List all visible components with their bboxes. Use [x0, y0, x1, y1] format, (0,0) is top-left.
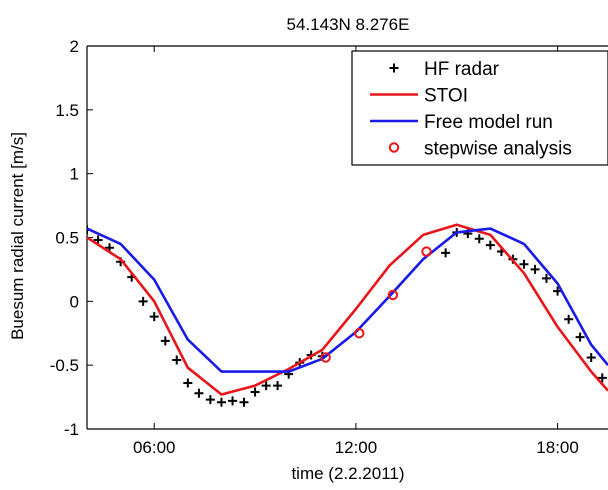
series-group: [87, 223, 608, 407]
data-point-hf-radar: [149, 312, 159, 322]
data-point-hf-radar: [597, 373, 607, 383]
legend-item-stepwise-analysis: stepwise analysis: [388, 139, 572, 160]
data-point-hf-radar: [239, 397, 249, 407]
data-point-hf-radar: [441, 248, 451, 258]
x-tick-label: 06:00: [133, 438, 176, 457]
y-tick-label: 0.5: [55, 229, 79, 248]
series-stepwise-analysis: [320, 246, 432, 363]
data-point-stepwise-analysis: [354, 328, 365, 339]
data-point-hf-radar: [586, 353, 596, 363]
data-point-hf-radar: [485, 240, 495, 250]
y-tick-label: 0: [70, 292, 79, 311]
data-point-hf-radar: [228, 396, 238, 406]
legend-label-stoi: STOI: [424, 86, 468, 107]
y-tick-label: 1.5: [55, 101, 79, 120]
series-line-free-model-run: [87, 227, 608, 373]
y-tick-label: 1: [70, 165, 79, 184]
data-point-hf-radar: [564, 314, 574, 324]
legend-label-hf-radar: HF radar: [424, 59, 500, 80]
data-point-stepwise-analysis: [421, 246, 432, 257]
data-point-hf-radar: [519, 259, 529, 269]
data-point-hf-radar: [261, 381, 271, 391]
axes: -1 -0.5 0 0.5 1 1.5 2 06:00 12:00 18:00: [50, 37, 608, 457]
x-tick-label: 12:00: [335, 438, 378, 457]
data-point-stepwise-analysis: [320, 352, 331, 363]
y-tick-label: 2: [70, 37, 79, 56]
data-point-hf-radar: [160, 336, 170, 346]
legend-label-free-model-run: Free model run: [424, 112, 553, 133]
y-tick-label: -1: [64, 420, 79, 439]
data-point-hf-radar: [250, 387, 260, 397]
legend-swatch-hf-radar: [389, 63, 399, 73]
data-point-hf-radar: [541, 273, 551, 283]
legend-swatch-stepwise-analysis: [388, 142, 400, 153]
series-stoi: [87, 223, 608, 396]
data-point-hf-radar: [474, 234, 484, 244]
data-point-hf-radar: [183, 378, 193, 388]
data-point-stepwise-analysis: [387, 289, 399, 301]
chart-title: 54.143N 8.276E: [287, 15, 410, 34]
y-axis-label: Buesum radial current [m/s]: [8, 132, 27, 340]
x-axis-label: time (2.2.2011): [291, 464, 404, 483]
data-point-hf-radar: [530, 264, 540, 274]
x-tick-label: 18:00: [536, 438, 579, 457]
data-point-hf-radar: [205, 395, 215, 405]
data-point-hf-radar: [194, 388, 204, 398]
legend: HF radar STOI Free model run stepwise analy…: [351, 50, 608, 166]
y-tick-label: -0.5: [50, 356, 79, 375]
data-point-hf-radar: [138, 296, 148, 306]
data-point-hf-radar: [575, 332, 585, 342]
data-point-hf-radar: [93, 235, 103, 245]
data-point-hf-radar: [273, 381, 283, 391]
legend-label-stepwise-analysis: stepwise analysis: [424, 139, 572, 160]
legend-item-hf-radar: HF radar: [389, 59, 500, 80]
series-free-model-run: [87, 227, 608, 373]
legend-item-stoi: STOI: [370, 86, 468, 107]
data-point-hf-radar: [216, 397, 226, 407]
legend-item-free-model-run: Free model run: [370, 112, 553, 133]
series-line-stoi: [87, 223, 608, 396]
data-point-hf-radar: [172, 355, 182, 365]
